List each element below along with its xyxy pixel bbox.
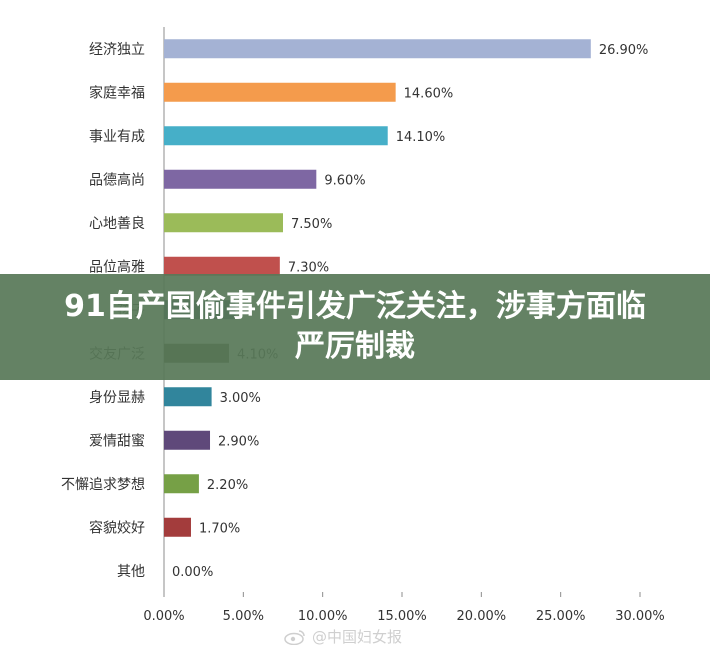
x-tick-label: 25.00% (536, 609, 586, 624)
data-label: 14.10% (396, 130, 446, 145)
bar (164, 169, 317, 189)
category-label: 品德高尚 (89, 171, 145, 188)
data-label: 1.70% (199, 521, 240, 536)
bar (164, 82, 396, 102)
headline-title: 91自产国偷事件引发广泛关注，涉事方面临严厉制裁 (64, 289, 646, 364)
x-tick-label: 5.00% (223, 609, 264, 624)
bar (164, 39, 591, 59)
data-label: 14.60% (404, 86, 454, 101)
bar (164, 430, 211, 450)
x-tick-label: 15.00% (377, 609, 427, 624)
bar (164, 256, 280, 276)
data-label: 3.00% (220, 391, 261, 406)
headline-banner: 91自产国偷事件引发广泛关注，涉事方面临严厉制裁 (0, 274, 710, 380)
data-label: 2.20% (207, 478, 248, 493)
x-tick-label: 10.00% (298, 609, 348, 624)
category-label: 身份显赫 (89, 390, 145, 406)
data-label: 7.30% (288, 260, 329, 275)
bar (164, 474, 199, 494)
bar (164, 126, 388, 146)
category-label: 家庭幸福 (89, 84, 145, 101)
data-label: 2.90% (218, 434, 259, 449)
watermark-text: @中国妇女报 (312, 628, 403, 646)
weibo-icon (284, 629, 305, 645)
x-tick-label: 0.00% (143, 609, 184, 624)
category-label: 事业有成 (89, 129, 145, 145)
category-label: 容貌姣好 (89, 519, 145, 536)
data-label: 0.00% (172, 565, 213, 580)
data-label: 9.60% (324, 173, 365, 188)
bar (164, 517, 191, 537)
watermark: @中国妇女报 (284, 626, 402, 647)
data-label: 26.90% (599, 43, 649, 58)
category-label: 心地善良 (89, 216, 145, 232)
x-tick-label: 20.00% (457, 609, 507, 624)
x-tick-label: 30.00% (615, 609, 665, 624)
category-label: 品位高雅 (89, 258, 145, 275)
category-label: 不懈追求梦想 (61, 476, 145, 493)
category-label: 其他 (117, 564, 145, 580)
bar (164, 387, 212, 407)
category-label: 爱情甜蜜 (89, 433, 145, 449)
category-label: 经济独立 (89, 42, 145, 58)
data-label: 7.50% (291, 217, 332, 232)
bar (164, 213, 283, 233)
